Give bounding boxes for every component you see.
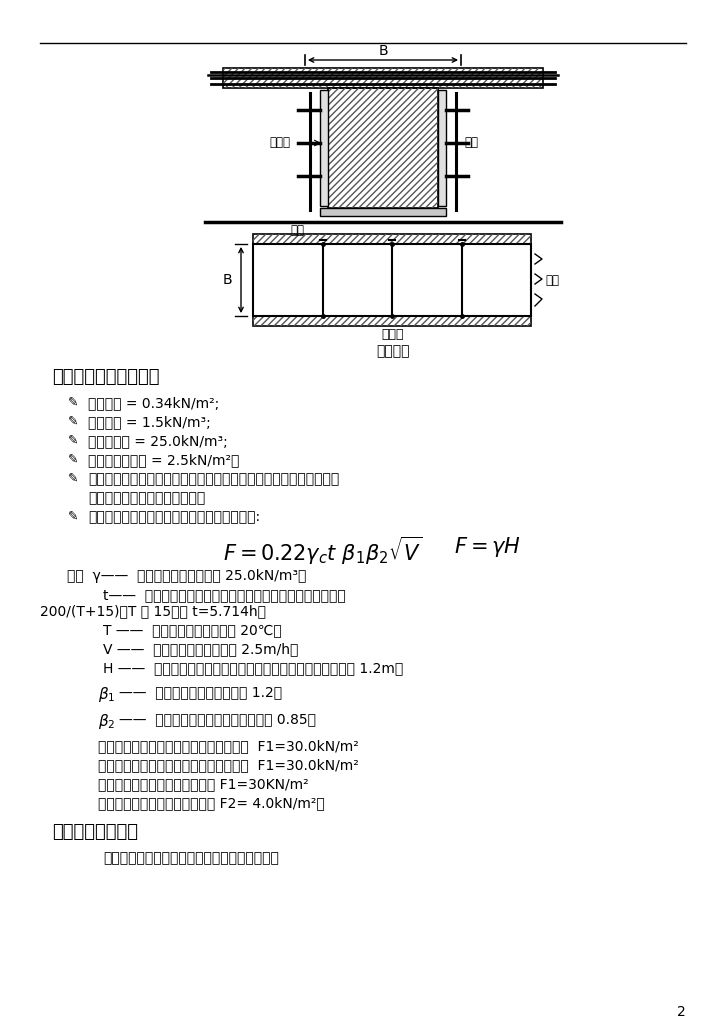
- Text: H ——  混凝土侧压力计算位置处至新浇混凝土顶面总高度，取 1.2m；: H —— 混凝土侧压力计算位置处至新浇混凝土顶面总高度，取 1.2m；: [103, 661, 403, 675]
- Text: 梁模板荷载标准值计算: 梁模板荷载标准值计算: [52, 368, 160, 386]
- Text: 200/(T+15)，T 取 15，则 t=5.714h；: 200/(T+15)，T 取 15，则 t=5.714h；: [40, 604, 266, 618]
- Bar: [328, 88, 438, 208]
- Text: ✎: ✎: [68, 510, 78, 523]
- Text: 2: 2: [677, 1005, 686, 1019]
- Text: $F = \gamma H$: $F = \gamma H$: [454, 535, 521, 559]
- Text: B: B: [222, 273, 232, 287]
- Text: 强度验算要考虑新浇混凝土侧压力和倾倒混凝土时产生的荷载；挠度: 强度验算要考虑新浇混凝土侧压力和倾倒混凝土时产生的荷载；挠度: [88, 472, 339, 486]
- Text: 钢筋自重 = 1.5kN/m³;: 钢筋自重 = 1.5kN/m³;: [88, 415, 211, 429]
- Bar: [253, 244, 531, 316]
- Text: 新浇混凝土侧压力计算公式为下式中的较小值:: 新浇混凝土侧压力计算公式为下式中的较小值:: [88, 510, 260, 524]
- Text: ——  外加剂影响修正系数，取 1.2；: —— 外加剂影响修正系数，取 1.2；: [119, 685, 282, 699]
- Text: $\beta_2$: $\beta_2$: [98, 712, 115, 731]
- Text: ✎: ✎: [68, 396, 78, 409]
- Text: 验算只考虑新浇混凝土侧压力。: 验算只考虑新浇混凝土侧压力。: [88, 491, 205, 505]
- Bar: [223, 68, 543, 88]
- Bar: [253, 234, 531, 244]
- Bar: [253, 316, 531, 326]
- Bar: [223, 68, 543, 88]
- Text: 小横杆: 小横杆: [382, 328, 404, 341]
- Bar: [328, 88, 438, 208]
- Text: ✎: ✎: [68, 434, 78, 447]
- Text: ——  混凝土坍落度影响修正系数，取 0.85。: —— 混凝土坍落度影响修正系数，取 0.85。: [119, 712, 316, 726]
- Text: 倾倒混凝土时产生的荷载标准值 F2= 4.0kN/m²。: 倾倒混凝土时产生的荷载标准值 F2= 4.0kN/m²。: [98, 796, 325, 810]
- Text: $\beta_1$: $\beta_1$: [98, 685, 115, 704]
- Text: 实际计算中采用新浇混凝土侧压力标准值  F1=30.0kN/m²: 实际计算中采用新浇混凝土侧压力标准值 F1=30.0kN/m²: [98, 758, 359, 772]
- Text: 胶合板: 胶合板: [269, 136, 290, 150]
- Text: ✎: ✎: [68, 415, 78, 428]
- Text: 梁底模板: 梁底模板: [376, 344, 409, 358]
- Text: 梁底模板木楞计算: 梁底模板木楞计算: [52, 823, 138, 841]
- Text: 模板自重 = 0.34kN/m²;: 模板自重 = 0.34kN/m²;: [88, 396, 219, 410]
- Text: 其中  γ——  混凝土的重力密度，取 25.0kN/m³；: 其中 γ—— 混凝土的重力密度，取 25.0kN/m³；: [67, 569, 306, 583]
- Text: 施工荷载标准值 = 2.5kN/m²。: 施工荷载标准值 = 2.5kN/m²。: [88, 453, 240, 467]
- Text: t——  新浇混凝土的初凝时间，可按实测确定，当无资料时按: t—— 新浇混凝土的初凝时间，可按实测确定，当无资料时按: [103, 588, 346, 602]
- Text: 木方: 木方: [545, 274, 559, 286]
- Text: 混凝土自重 = 25.0kN/m³;: 混凝土自重 = 25.0kN/m³;: [88, 434, 228, 448]
- Text: 根据公式计算的新浇混凝土侧压力标准值  F1=30.0kN/m²: 根据公式计算的新浇混凝土侧压力标准值 F1=30.0kN/m²: [98, 739, 359, 753]
- Text: 木方: 木方: [290, 224, 304, 237]
- Text: V ——  混凝土的浇筑速度，取 2.5m/h；: V —— 混凝土的浇筑速度，取 2.5m/h；: [103, 642, 298, 656]
- Bar: [320, 208, 446, 216]
- Text: 取两者中的最小值进行计算，即 F1=30KN/m²: 取两者中的最小值进行计算，即 F1=30KN/m²: [98, 777, 309, 791]
- Text: ✎: ✎: [68, 453, 78, 466]
- Text: $F = 0.22\gamma_c t\ \beta_1\beta_2\sqrt{V}$: $F = 0.22\gamma_c t\ \beta_1\beta_2\sqrt…: [224, 535, 423, 567]
- Bar: [438, 90, 446, 206]
- Text: 钢管: 钢管: [464, 136, 478, 150]
- Bar: [253, 234, 531, 244]
- Text: B: B: [378, 44, 388, 58]
- Bar: [320, 90, 328, 206]
- Text: ✎: ✎: [68, 472, 78, 485]
- Bar: [253, 316, 531, 326]
- Text: 梁底木枋的计算包含在脚手架梁底支撑计算中。: 梁底木枋的计算包含在脚手架梁底支撑计算中。: [103, 851, 279, 865]
- Text: T ——  混凝土的入模温度，取 20℃；: T —— 混凝土的入模温度，取 20℃；: [103, 623, 282, 637]
